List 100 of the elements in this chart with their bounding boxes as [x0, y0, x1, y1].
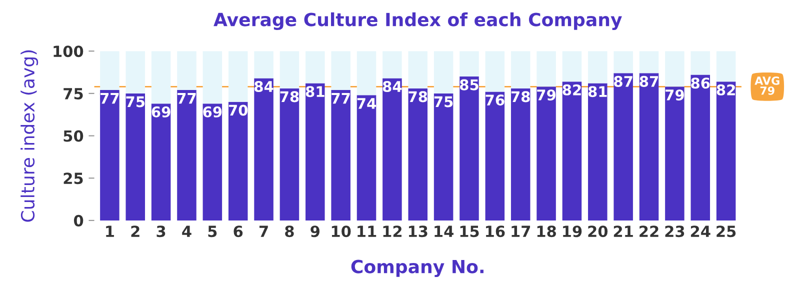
x-tick-label: 11 — [358, 226, 376, 237]
data-label: 82 — [716, 84, 735, 96]
data-label: 81 — [306, 86, 324, 98]
data-label: 78 — [280, 91, 299, 102]
bar — [280, 88, 300, 220]
bar — [306, 83, 325, 220]
x-tick-label: 16 — [486, 226, 505, 238]
bar — [177, 51, 196, 90]
x-tick-label: 1 — [106, 226, 114, 237]
x-tick-label: 22 — [640, 226, 658, 237]
bar — [126, 51, 146, 94]
data-label: 81 — [588, 86, 607, 98]
x-tick-label: 6 — [234, 226, 243, 238]
data-label: 86 — [691, 78, 710, 89]
data-label: 82 — [562, 84, 581, 96]
bar — [716, 51, 736, 82]
bar — [510, 88, 530, 220]
data-label: 69 — [203, 106, 222, 118]
bar — [434, 51, 454, 94]
data-label: 77 — [100, 93, 119, 104]
bar — [690, 51, 710, 75]
x-tick-label: 24 — [690, 226, 710, 237]
bar — [151, 104, 171, 220]
bar — [356, 95, 376, 220]
x-tick-label: 3 — [156, 226, 166, 238]
x-tick-label: 8 — [285, 226, 294, 238]
bar — [665, 51, 684, 87]
bar — [536, 51, 556, 87]
y-tick-label: 0 — [74, 214, 84, 226]
x-tick-label: 20 — [588, 226, 608, 238]
data-label: 78 — [511, 91, 530, 102]
bar — [485, 51, 505, 92]
x-tick-label: 25 — [716, 226, 736, 238]
data-label: 75 — [126, 96, 144, 108]
bar — [356, 51, 376, 96]
x-tick-label: 2 — [131, 226, 140, 237]
x-tick-label: 4 — [182, 226, 192, 237]
x-tick-label: 7 — [259, 226, 268, 237]
bar — [460, 51, 479, 77]
bar — [614, 51, 633, 74]
data-label: 75 — [434, 96, 453, 108]
x-tick-label: 19 — [563, 226, 582, 238]
y-axis-title: Culture index (avg) — [20, 50, 38, 222]
bar — [202, 104, 222, 220]
bar — [382, 78, 402, 220]
bar — [536, 86, 556, 220]
x-axis-title: Company No. — [351, 260, 484, 278]
x-tick-label: 18 — [537, 226, 556, 238]
x-tick-label: 23 — [665, 226, 684, 238]
x-tick-label: 12 — [383, 226, 402, 237]
bar — [254, 78, 274, 220]
bar — [126, 93, 146, 220]
bar — [228, 51, 248, 102]
data-label: 87 — [614, 76, 632, 87]
x-tick-label: 10 — [332, 226, 351, 238]
bar — [588, 51, 608, 84]
bar — [408, 88, 428, 220]
bar — [100, 51, 120, 90]
bar — [280, 51, 300, 88]
data-label: 84 — [254, 80, 274, 92]
bar — [177, 90, 196, 220]
bar — [151, 51, 171, 104]
bar — [562, 82, 582, 220]
data-label: 79 — [537, 89, 556, 100]
bar — [306, 51, 325, 84]
bar — [228, 102, 248, 220]
data-label: 70 — [228, 104, 248, 116]
bar — [588, 83, 608, 220]
bar — [639, 51, 659, 74]
bar — [665, 86, 684, 220]
bar — [331, 51, 350, 90]
data-label: 79 — [666, 89, 684, 100]
data-label: 85 — [460, 79, 478, 90]
x-tick-label: 21 — [614, 226, 633, 237]
y-tick-label: 100 — [54, 46, 84, 58]
data-label: 69 — [152, 106, 170, 118]
bar — [100, 90, 120, 220]
bar — [434, 93, 454, 220]
bar — [510, 51, 530, 88]
y-tick-label: 50 — [64, 130, 84, 142]
data-label: 76 — [486, 94, 504, 106]
data-label: 78 — [408, 91, 428, 102]
x-tick-label: 13 — [408, 226, 428, 238]
bar — [716, 82, 736, 220]
bar — [485, 92, 505, 220]
bar — [382, 51, 402, 78]
bar — [254, 51, 274, 78]
y-tick-label: 75 — [64, 88, 83, 100]
bar — [639, 73, 659, 220]
x-tick-label: 9 — [310, 226, 320, 238]
bar — [562, 51, 582, 82]
x-tick-label: 17 — [512, 226, 530, 237]
data-label: 77 — [178, 93, 196, 104]
data-label: 87 — [640, 76, 658, 87]
ref-line-label: AVG 79 — [754, 76, 780, 95]
bar — [202, 51, 222, 104]
data-label: 84 — [382, 80, 402, 92]
x-tick-label: 5 — [208, 226, 217, 238]
y-tick-label: 25 — [64, 172, 83, 184]
bar — [408, 51, 428, 88]
